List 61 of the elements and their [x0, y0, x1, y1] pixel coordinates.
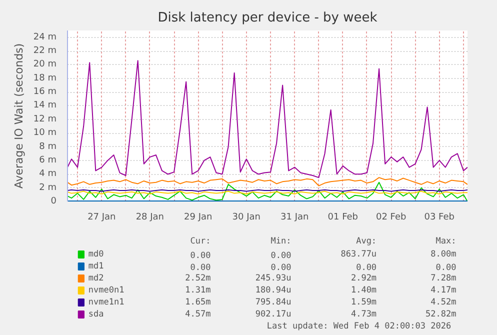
text: 4.73m — [350, 310, 377, 320]
y-tick-label: 20 m — [33, 60, 57, 70]
x-tick-label: 28 Jan — [136, 212, 164, 222]
legend-label: nvme0n1 — [88, 286, 124, 296]
text: 1.40m — [350, 286, 377, 296]
text: Last update: Wed Feb 4 02:00:03 2026 — [266, 322, 452, 332]
chart-title: Disk latency per device - by week — [158, 10, 378, 26]
text: 795.84u — [255, 298, 292, 308]
text: 2.92m — [350, 274, 377, 284]
y-tick-label: 12 m — [33, 114, 57, 124]
y-tick-label: 6 m — [39, 155, 57, 166]
x-tick-label: 02 Feb — [376, 212, 407, 222]
text: Avg: — [356, 236, 377, 246]
line-series — [68, 182, 468, 202]
text: Cur: — [190, 236, 211, 246]
y-axis-title: Average IO Wait (seconds) — [12, 43, 26, 189]
legend-label: md2 — [88, 274, 104, 284]
legend-label: sda — [88, 310, 104, 320]
legend-label: md1 — [88, 262, 104, 272]
y-tick-label: 4 m — [39, 169, 57, 180]
legend-label: md0 — [88, 250, 104, 260]
text: 0.00 — [270, 251, 292, 261]
text: 1.31m — [185, 286, 211, 296]
x-tick-label: 03 Feb — [424, 212, 455, 222]
text: 1.59m — [350, 298, 377, 308]
text: 2.52m — [185, 274, 211, 284]
text: 0.00 — [270, 263, 292, 273]
legend-label: nvme1n1 — [88, 298, 124, 308]
y-tick-label: 2 m — [39, 182, 57, 193]
text: 8.00m — [430, 250, 456, 260]
text: 4.52m — [430, 298, 456, 308]
y-tick-label: 16 m — [33, 87, 57, 98]
text: 0.00 — [356, 263, 377, 273]
line-series — [68, 60, 468, 178]
y-tick-label: 22 m — [33, 46, 57, 56]
text: 245.93u — [255, 274, 292, 284]
text: 180.94u — [255, 286, 292, 296]
text: 863.77u — [340, 250, 377, 260]
y-tick-label: 10 m — [33, 128, 57, 138]
x-tick-label: 29 Jan — [184, 212, 212, 222]
text: 7.28m — [430, 274, 456, 284]
text: 0.00 — [190, 251, 211, 261]
text: 52.82m — [426, 310, 456, 320]
y-tick-label: 14 m — [33, 100, 57, 111]
x-tick-label: 31 Jan — [280, 212, 309, 222]
text: 0.00 — [190, 263, 211, 273]
text: 1.65m — [185, 298, 211, 308]
y-tick-label: 18 m — [33, 73, 57, 84]
y-tick-label: 0 — [50, 196, 57, 206]
text: 4.17m — [430, 286, 456, 296]
line-series — [68, 177, 468, 186]
text: 902.17u — [255, 310, 292, 320]
x-tick-label: 27 Jan — [88, 212, 116, 222]
y-tick-label: 8 m — [39, 142, 57, 152]
text: 4.57m — [185, 310, 211, 320]
y-tick-label: 24 m — [33, 32, 57, 42]
text: Max: — [436, 236, 456, 246]
text: 0.00 — [436, 263, 456, 273]
x-tick-label: 01 Feb — [328, 212, 358, 222]
x-tick-label: 30 Jan — [232, 212, 260, 222]
text: Min: — [270, 236, 292, 246]
